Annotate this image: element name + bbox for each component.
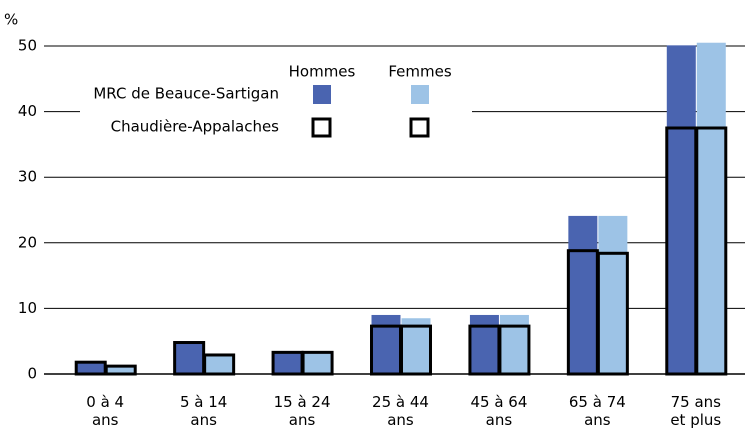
bar bbox=[174, 342, 204, 374]
bar-outline bbox=[498, 324, 531, 376]
bar bbox=[106, 366, 136, 374]
legend-swatch bbox=[311, 117, 332, 138]
bar bbox=[568, 215, 598, 374]
bar bbox=[598, 215, 628, 374]
x-tick-label: 0 à 4 ans bbox=[86, 393, 125, 429]
bars bbox=[74, 42, 728, 376]
bar bbox=[303, 352, 333, 374]
x-tick-label: 5 à 14 ans bbox=[179, 393, 228, 429]
legend-row-label: Chaudière-Appalaches bbox=[111, 118, 280, 136]
x-tick-label: 75 ans et plus bbox=[670, 393, 722, 429]
bar-outline bbox=[695, 126, 728, 376]
legend-swatch bbox=[313, 85, 331, 104]
bar bbox=[76, 362, 106, 374]
bar bbox=[204, 354, 234, 374]
y-tick-label: 50 bbox=[18, 37, 37, 55]
y-tick-label: 30 bbox=[18, 168, 37, 186]
y-tick-label: 40 bbox=[18, 102, 37, 120]
bar bbox=[696, 42, 726, 374]
bar-outline bbox=[400, 324, 432, 376]
bar-outline bbox=[203, 353, 236, 376]
bar bbox=[469, 314, 499, 374]
x-tick-label: 45 à 64 ans bbox=[470, 393, 528, 429]
legend-column-label: Femmes bbox=[388, 63, 451, 81]
legend-background bbox=[80, 60, 472, 146]
bar-outline bbox=[301, 350, 334, 376]
bar bbox=[371, 314, 401, 374]
x-tick-label: 25 à 44 ans bbox=[372, 393, 429, 429]
y-tick-label: 20 bbox=[18, 233, 37, 251]
bar bbox=[273, 352, 303, 374]
legend-swatch bbox=[409, 117, 430, 138]
bar-outline bbox=[104, 364, 137, 376]
y-unit: % bbox=[4, 11, 18, 29]
legend-column-label: Hommes bbox=[289, 63, 356, 81]
x-tick-label: 65 à 74 ans bbox=[568, 393, 626, 429]
legend: Hommes Femmes MRC de Beauce-Sartigan Chaudi… bbox=[93, 63, 452, 138]
bar-outline bbox=[596, 251, 629, 376]
y-tick-label: 0 bbox=[27, 365, 37, 383]
y-tick-label: 10 bbox=[18, 299, 37, 317]
bar bbox=[666, 45, 696, 375]
legend-swatch bbox=[411, 85, 429, 104]
legend-row-label: MRC de Beauce-Sartigan bbox=[93, 85, 279, 103]
bar bbox=[499, 314, 529, 374]
x-tick-label: 15 à 24 ans bbox=[273, 393, 331, 429]
